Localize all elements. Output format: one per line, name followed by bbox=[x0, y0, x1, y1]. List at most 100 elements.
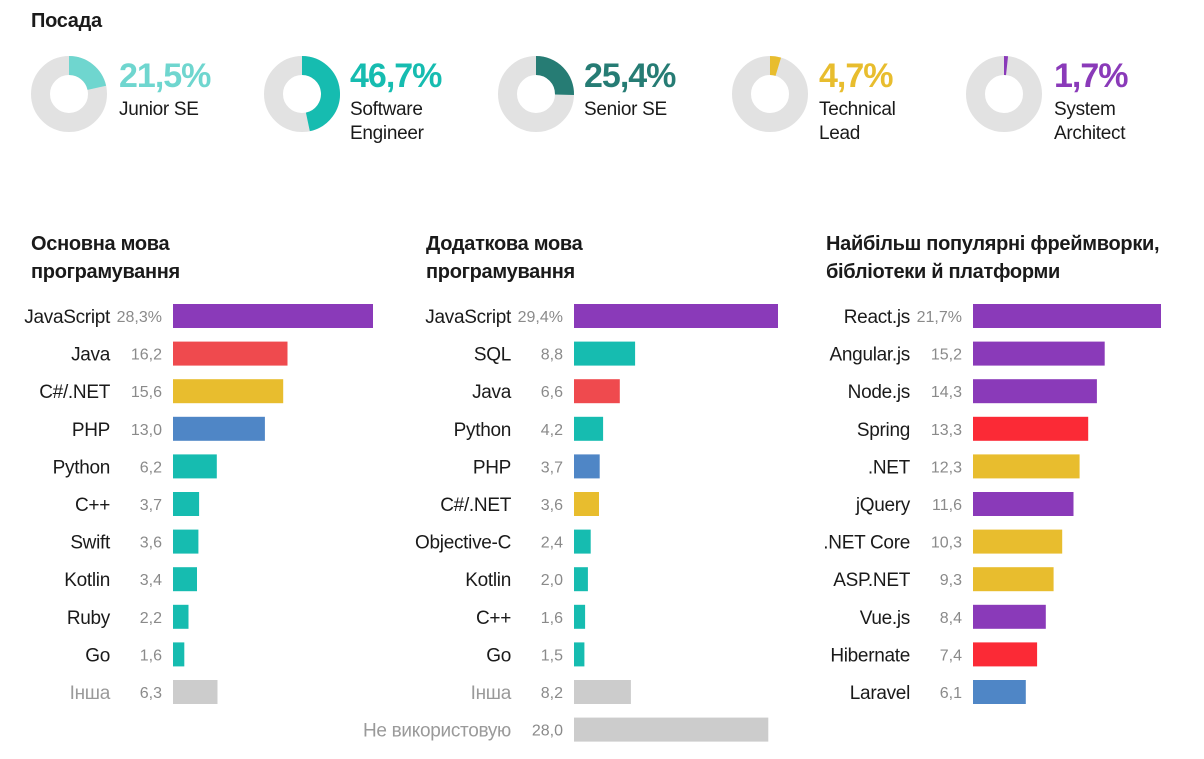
bar-category-label: Java bbox=[71, 345, 111, 366]
bar-row: JavaScript 29,4% bbox=[425, 304, 778, 328]
bar-value-label: 11,6 bbox=[932, 497, 962, 514]
bar-value-label: 7,4 bbox=[940, 647, 962, 664]
bar-row: Angular.js 15,2 bbox=[830, 341, 1105, 366]
bar-category-label: .NET bbox=[868, 457, 911, 478]
donut-item-system-architect: 1,7% System Architect bbox=[966, 52, 1166, 152]
bar-row: jQuery 11,6 bbox=[855, 492, 1074, 516]
donut-label: Junior SE bbox=[119, 99, 199, 120]
bar bbox=[173, 379, 284, 404]
bar-row: Python 6,2 bbox=[53, 454, 217, 479]
donut-arc bbox=[301, 56, 340, 132]
bar bbox=[173, 304, 373, 328]
bar bbox=[173, 567, 197, 592]
bar-category-label: .NET Core bbox=[823, 533, 910, 554]
bar-row: PHP 13,0 bbox=[72, 416, 265, 441]
bar-category-label: Laravel bbox=[850, 683, 910, 704]
donut-arc bbox=[769, 55, 782, 76]
bar bbox=[574, 304, 778, 328]
donut-arc bbox=[68, 56, 107, 91]
bar-value-label: 21,7% bbox=[917, 309, 962, 326]
bar bbox=[574, 680, 631, 704]
bar-category-label: JavaScript bbox=[425, 307, 512, 328]
bar bbox=[574, 454, 600, 479]
bar-row: Інша 8,2 bbox=[471, 680, 631, 704]
bar-value-label: 14,3 bbox=[931, 384, 962, 401]
bar-row: PHP 3,7 bbox=[473, 454, 600, 479]
bar-row: Hibernate 7,4 bbox=[830, 642, 1038, 667]
donut-item-software-engineer: 46,7% Software Engineer bbox=[264, 52, 464, 152]
bar bbox=[173, 642, 185, 667]
bar-category-label: Ruby bbox=[67, 608, 111, 629]
donut-label: Technical Lead bbox=[819, 99, 896, 144]
donut-chart-system-architect bbox=[966, 56, 1042, 132]
bar bbox=[574, 567, 588, 592]
bar-row: Laravel 6,1 bbox=[850, 680, 1026, 704]
bar-row: C++ 3,7 bbox=[75, 492, 200, 516]
bar-value-label: 3,6 bbox=[140, 535, 162, 552]
bar-category-label: C++ bbox=[75, 495, 110, 516]
bar-category-label: jQuery bbox=[855, 495, 911, 516]
bar-row: Java 16,2 bbox=[71, 341, 288, 366]
bar-value-label: 2,4 bbox=[541, 535, 563, 552]
bar-row: ASP.NET 9,3 bbox=[833, 567, 1054, 592]
bar-row: Не використовую 28,0 bbox=[363, 717, 769, 742]
bar-row: Swift 3,6 bbox=[70, 529, 199, 554]
bar-value-label: 9,3 bbox=[940, 572, 962, 589]
bar-value-label: 1,6 bbox=[140, 647, 162, 664]
bar-category-label: Java bbox=[472, 382, 512, 403]
bar-value-label: 1,6 bbox=[541, 610, 563, 627]
bar-value-label: 10,3 bbox=[931, 535, 962, 552]
bar-category-label: Інша bbox=[471, 683, 512, 704]
donut-percent: 25,4% bbox=[584, 57, 676, 95]
bar-category-label: Node.js bbox=[848, 382, 910, 403]
donut-track bbox=[966, 56, 1042, 132]
bar-category-label: C++ bbox=[476, 608, 511, 629]
bar bbox=[574, 604, 586, 629]
bar bbox=[973, 416, 1089, 441]
donut-item-technical-lead: 4,7% Technical Lead bbox=[732, 52, 932, 152]
donut-percent: 21,5% bbox=[119, 57, 211, 95]
donut-item-junior-se: 21,5% Junior SE bbox=[31, 52, 231, 152]
position-donut-row: 21,5% Junior SE 46,7% Software Engineer … bbox=[0, 52, 1204, 152]
bar-row: Go 1,6 bbox=[85, 642, 185, 667]
bar-row: Ruby 2,2 bbox=[67, 604, 189, 629]
bar bbox=[173, 416, 265, 441]
bar-value-label: 16,2 bbox=[131, 347, 162, 364]
bar-category-label: Python bbox=[53, 457, 110, 478]
donut-item-senior-se: 25,4% Senior SE bbox=[498, 52, 698, 152]
bar-row: Go 1,5 bbox=[486, 642, 585, 667]
bar-value-label: 15,2 bbox=[931, 347, 962, 364]
bar bbox=[574, 717, 769, 742]
bar-value-label: 12,3 bbox=[931, 459, 962, 476]
bar bbox=[973, 680, 1026, 704]
bar-value-label: 2,0 bbox=[541, 572, 563, 589]
bar-category-label: Objective-C bbox=[415, 533, 511, 554]
bar bbox=[173, 492, 200, 516]
donut-label: Software Engineer bbox=[350, 99, 424, 144]
bar-value-label: 3,7 bbox=[541, 459, 563, 476]
chart-title-frameworks: Найбільш популярні фреймворки, бібліотек… bbox=[826, 233, 1160, 283]
bar-row: C#/.NET 3,6 bbox=[440, 492, 599, 516]
bar-category-label: Vue.js bbox=[860, 608, 910, 629]
bar-category-label: Spring bbox=[857, 420, 910, 441]
bar bbox=[173, 680, 218, 704]
bar-row: React.js 21,7% bbox=[844, 304, 1161, 328]
bar-value-label: 15,6 bbox=[131, 384, 162, 401]
bar bbox=[973, 341, 1105, 366]
bar-value-label: 13,0 bbox=[131, 422, 162, 439]
bar-row: .NET 12,3 bbox=[868, 454, 1080, 479]
donut-track bbox=[732, 56, 808, 132]
bar-value-label: 2,2 bbox=[140, 610, 162, 627]
bar-row: Kotlin 2,0 bbox=[465, 567, 588, 592]
bar-category-label: PHP bbox=[473, 457, 511, 478]
donut-percent: 46,7% bbox=[350, 57, 442, 95]
bar-row: .NET Core 10,3 bbox=[823, 529, 1063, 554]
bar-row: Python 4,2 bbox=[454, 416, 604, 441]
bar-category-label: Swift bbox=[70, 533, 111, 554]
bar-category-label: Kotlin bbox=[64, 570, 110, 591]
bar-row: Java 6,6 bbox=[472, 379, 620, 404]
bar-row: Інша 6,3 bbox=[70, 680, 218, 704]
bar-category-label: C#/.NET bbox=[39, 382, 110, 403]
bar-category-label: Hibernate bbox=[830, 645, 910, 666]
bar-value-label: 1,5 bbox=[541, 647, 563, 664]
